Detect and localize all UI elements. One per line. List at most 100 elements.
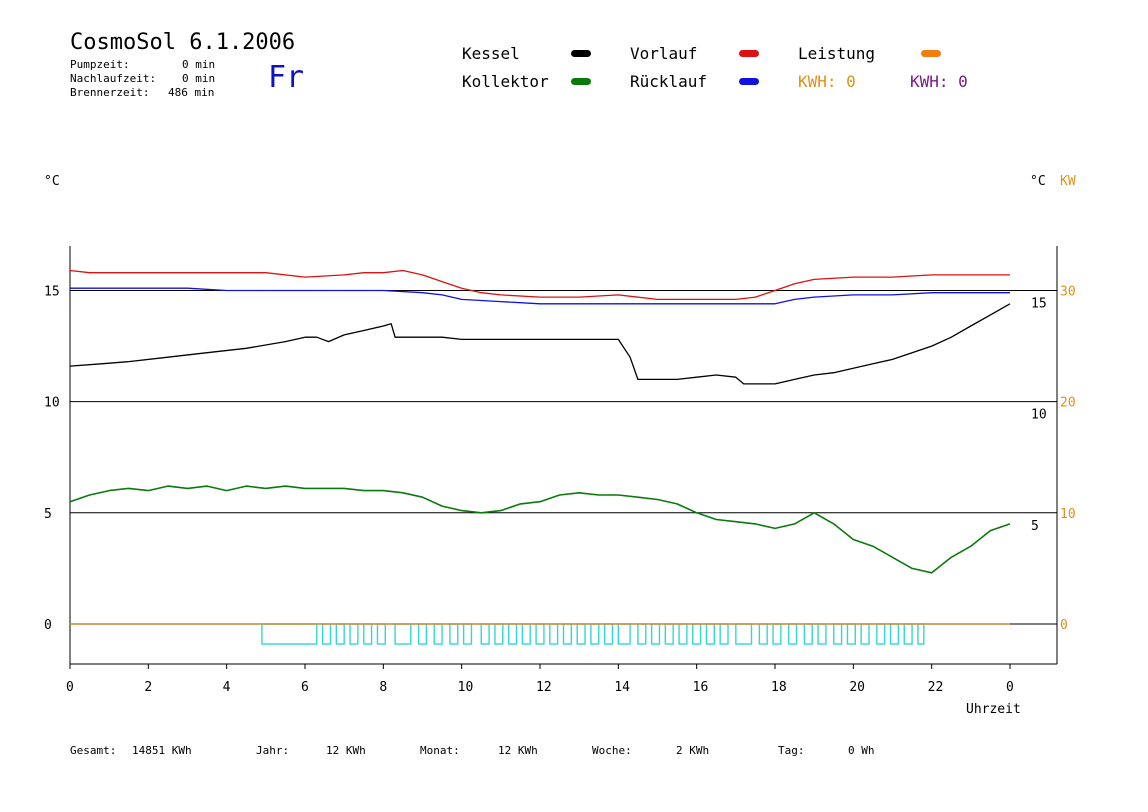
legend-kessel-label: Kessel	[462, 44, 520, 63]
pump-cycle-9	[449, 623, 459, 645]
legend-leistung-label: Leistung	[798, 44, 876, 63]
x-tick-label-8: 16	[693, 680, 709, 695]
stat-nachlaufzeit: Nachlaufzeit:	[70, 72, 157, 85]
stat-brennerzeit-value: 486 min	[168, 86, 215, 99]
series-line-kollektor	[69, 485, 1011, 574]
stat-nachlaufzeit-value: 0 min	[182, 72, 216, 85]
pump-cycle-20	[603, 623, 614, 645]
x-tick-label-4: 8	[379, 680, 387, 695]
y-tick-left-5: 5	[44, 507, 52, 522]
x-tick-label-7: 14	[614, 680, 630, 695]
pump-cycle-10	[462, 623, 473, 645]
x-tick-label-1: 2	[144, 680, 152, 695]
footer-gesamt-label: Gesamt:	[70, 744, 117, 757]
footer-woche-value: 2 KWh	[676, 744, 710, 757]
x-tick-label-6: 12	[536, 680, 552, 695]
pump-cycle-16	[549, 623, 559, 645]
pump-cycle-33	[803, 623, 813, 645]
series-line-vorlauf	[69, 269, 1010, 301]
legend-kollektor-label: Kollektor	[462, 72, 549, 91]
legend-kollektor-swatch	[571, 78, 591, 85]
footer-gesamt-value: 14851 KWh	[132, 744, 192, 757]
pump-cycle-32	[788, 623, 798, 645]
footer-woche-label: Woche:	[592, 744, 632, 757]
stat-pumpzeit-value: 0 min	[182, 58, 216, 71]
legend-vorlauf-label: Vorlauf	[630, 44, 698, 63]
x-tick-label-2: 4	[223, 680, 231, 695]
footer-tag-value: 0 Wh	[848, 744, 875, 757]
x-tick-label-10: 20	[849, 680, 865, 695]
pump-cycle-11	[480, 623, 490, 645]
pump-cycle-31	[772, 623, 782, 645]
legend-kwh-purple: KWH: 0	[910, 72, 968, 91]
pump-cycle-14	[521, 623, 531, 645]
chart-title: CosmoSol 6.1.2006	[70, 30, 296, 55]
y-tick-right-c-15: 15	[1031, 296, 1047, 311]
pump-cycle-40	[903, 623, 913, 645]
pump-cycle-26	[692, 623, 702, 645]
x-axis-label: Uhrzeit	[966, 702, 1021, 717]
pump-cycle-8	[433, 623, 443, 645]
day-of-week: Fr	[268, 60, 305, 95]
footer-monat-label: Monat:	[420, 744, 460, 757]
y-tick-right-c-10: 10	[1031, 408, 1047, 423]
pump-cycle-38	[876, 623, 886, 645]
pump-cycle-1	[321, 623, 332, 645]
pump-cycle-4	[363, 623, 373, 645]
pump-cycle-2	[335, 623, 345, 645]
pump-cycle-35	[833, 623, 843, 645]
footer-monat-value: 12 KWh	[498, 744, 538, 757]
legend-vorlauf-swatch	[739, 50, 759, 57]
pump-cycle-17	[562, 623, 573, 645]
pump-cycle-6	[394, 623, 412, 645]
series-line-kessel	[69, 303, 1011, 385]
pump-cycle-15	[535, 623, 545, 645]
right-axis-unit-c: °C	[1030, 174, 1046, 189]
y-tick-right-kw-10: 10	[1060, 507, 1076, 522]
pump-cycle-0	[261, 623, 318, 645]
right-axis-unit-kw: KW	[1060, 174, 1076, 189]
legend-kwh-orange: KWH: 0	[798, 72, 856, 91]
pump-cycle-37	[860, 623, 870, 645]
pump-cycle-34	[817, 623, 827, 645]
pump-cycle-12	[494, 623, 504, 645]
pump-cycle-13	[507, 623, 518, 645]
pump-cycle-22	[637, 623, 647, 645]
footer-jahr-label: Jahr:	[256, 744, 290, 757]
y-tick-left-10: 10	[44, 396, 60, 411]
y-tick-right-kw-0: 0	[1060, 618, 1068, 633]
pump-cycle-3	[349, 623, 359, 645]
pump-cycle-36	[846, 623, 856, 645]
pump-cycle-41	[917, 623, 925, 645]
y-tick-right-c-5: 5	[1031, 519, 1039, 534]
pump-cycle-21	[617, 623, 631, 645]
x-tick-label-3: 6	[301, 680, 309, 695]
footer-jahr-value: 12 KWh	[326, 744, 366, 757]
y-tick-left-15: 15	[44, 284, 60, 299]
pump-cycle-19	[590, 623, 600, 645]
pump-cycle-39	[889, 623, 900, 645]
legend-ruecklauf-swatch	[739, 78, 759, 85]
pump-cycle-23	[650, 623, 661, 645]
left-axis-unit: °C	[44, 174, 60, 189]
pump-cycle-7	[417, 623, 428, 645]
y-tick-left-0: 0	[44, 618, 52, 633]
pump-cycle-18	[576, 623, 586, 645]
pump-cycle-25	[678, 623, 688, 645]
y-tick-right-kw-30: 30	[1060, 284, 1076, 299]
pump-cycle-28	[719, 623, 729, 645]
pump-cycle-5	[376, 623, 386, 645]
legend-ruecklauf-label: Rücklauf	[630, 72, 708, 91]
x-tick-label-0: 0	[66, 680, 74, 695]
y-tick-right-kw-20: 20	[1060, 396, 1076, 411]
footer-tag-label: Tag:	[778, 744, 805, 757]
x-tick-label-12: 0	[1006, 680, 1014, 695]
pump-cycle-24	[664, 623, 674, 645]
x-tick-label-9: 18	[771, 680, 787, 695]
stat-pumpzeit: Pumpzeit:	[70, 58, 130, 71]
stat-brennerzeit: Brennerzeit:	[70, 86, 150, 99]
x-tick-label-11: 22	[928, 680, 944, 695]
legend-leistung-swatch	[921, 50, 941, 57]
pump-cycle-27	[705, 623, 715, 645]
